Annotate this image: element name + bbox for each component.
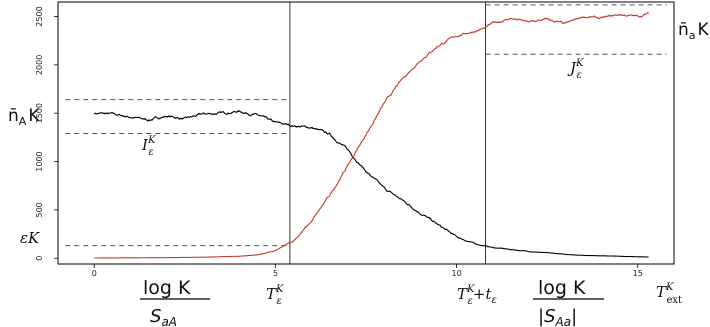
series-line-1 bbox=[93, 110, 649, 258]
bottom-fraction-2-den-end: | bbox=[571, 306, 577, 327]
x-tick-label-3: 10 bbox=[451, 269, 461, 278]
y-tick-label-4: 1500 bbox=[35, 103, 44, 123]
series-line-2 bbox=[94, 12, 650, 259]
series-layer bbox=[93, 12, 650, 259]
y-tick-label-2: 500 bbox=[35, 202, 44, 217]
left-axis-label: n̄A K bbox=[8, 106, 40, 128]
j-eps-main: J bbox=[567, 59, 577, 77]
bottom-fraction-2-den-sub: Aa bbox=[555, 315, 572, 327]
bottom-fraction-1-denominator: SaA bbox=[150, 306, 177, 327]
j-eps-sup: K bbox=[575, 58, 584, 69]
bottom-t-eps-plus: TK ε+tε bbox=[457, 284, 497, 307]
reference-lines bbox=[65, 2, 667, 264]
bottom-fraction-1-den-sub: aA bbox=[161, 315, 177, 327]
left-axis-label-suffix: K bbox=[28, 106, 40, 126]
i-eps-sup: K bbox=[147, 135, 156, 146]
bottom-t-eps-plus-term: +t bbox=[473, 285, 493, 303]
bottom-fraction-2-den-main: |S bbox=[538, 306, 556, 327]
right-axis-label-main: n̄ bbox=[678, 20, 689, 40]
y-tick-label-5: 2000 bbox=[35, 55, 44, 75]
bottom-t-eps: TK ε bbox=[266, 284, 284, 307]
bottom-t-eps-main: T bbox=[266, 285, 277, 303]
y-tick-label-6: 2500 bbox=[35, 6, 44, 26]
bottom-fraction-2: log K |SAa| bbox=[533, 277, 604, 327]
j-eps-label: JK ε bbox=[567, 58, 584, 81]
i-eps-label: IK ε bbox=[141, 135, 156, 158]
left-axis-label-main: n̄ bbox=[8, 106, 19, 126]
bottom-fraction-1-den-main: S bbox=[150, 306, 161, 327]
bottom-t-ext-sub: ext bbox=[667, 295, 683, 306]
axis-layer: 0 5 10 15 0 500 1000 1500 2000 2500 bbox=[35, 6, 643, 278]
i-eps-sub: ε bbox=[148, 147, 153, 158]
y-tick-label-3: 1000 bbox=[35, 151, 44, 171]
bottom-t-eps-plus-sub: ε bbox=[468, 296, 473, 307]
bottom-t-eps-sub: ε bbox=[277, 296, 282, 307]
right-axis-label-sub: a bbox=[689, 29, 696, 42]
y-tick-label-1: 0 bbox=[35, 256, 44, 261]
right-axis-label-suffix: K bbox=[698, 20, 710, 40]
x-tick-label-4: 15 bbox=[633, 269, 643, 278]
bottom-t-ext: TK ext bbox=[656, 282, 682, 306]
plot-frame bbox=[57, 1, 675, 265]
eps-k-label: εK bbox=[20, 229, 40, 247]
bottom-t-eps-sup: K bbox=[275, 284, 284, 295]
bottom-fraction-1-numerator: log K bbox=[143, 277, 191, 299]
bottom-t-ext-main: T bbox=[656, 283, 667, 301]
i-eps-main: I bbox=[141, 136, 149, 154]
bottom-fraction-2-denominator: |SAa| bbox=[538, 306, 577, 327]
right-axis-label: n̄a K bbox=[678, 20, 710, 42]
j-eps-sub: ε bbox=[577, 70, 582, 81]
bottom-t-ext-sup: K bbox=[665, 282, 674, 293]
bottom-t-eps-plus-term-sub: ε bbox=[491, 295, 496, 306]
bottom-t-eps-plus-main: T bbox=[457, 285, 468, 303]
x-tick-label-1: 0 bbox=[92, 269, 97, 278]
x-tick-label-2: 5 bbox=[273, 269, 278, 278]
bottom-fraction-1: log K SaA bbox=[140, 277, 210, 327]
left-axis-label-sub: A bbox=[19, 115, 27, 128]
bottom-fraction-2-numerator: log K bbox=[538, 277, 586, 299]
bottom-t-eps-plus-sup: K bbox=[466, 284, 475, 295]
